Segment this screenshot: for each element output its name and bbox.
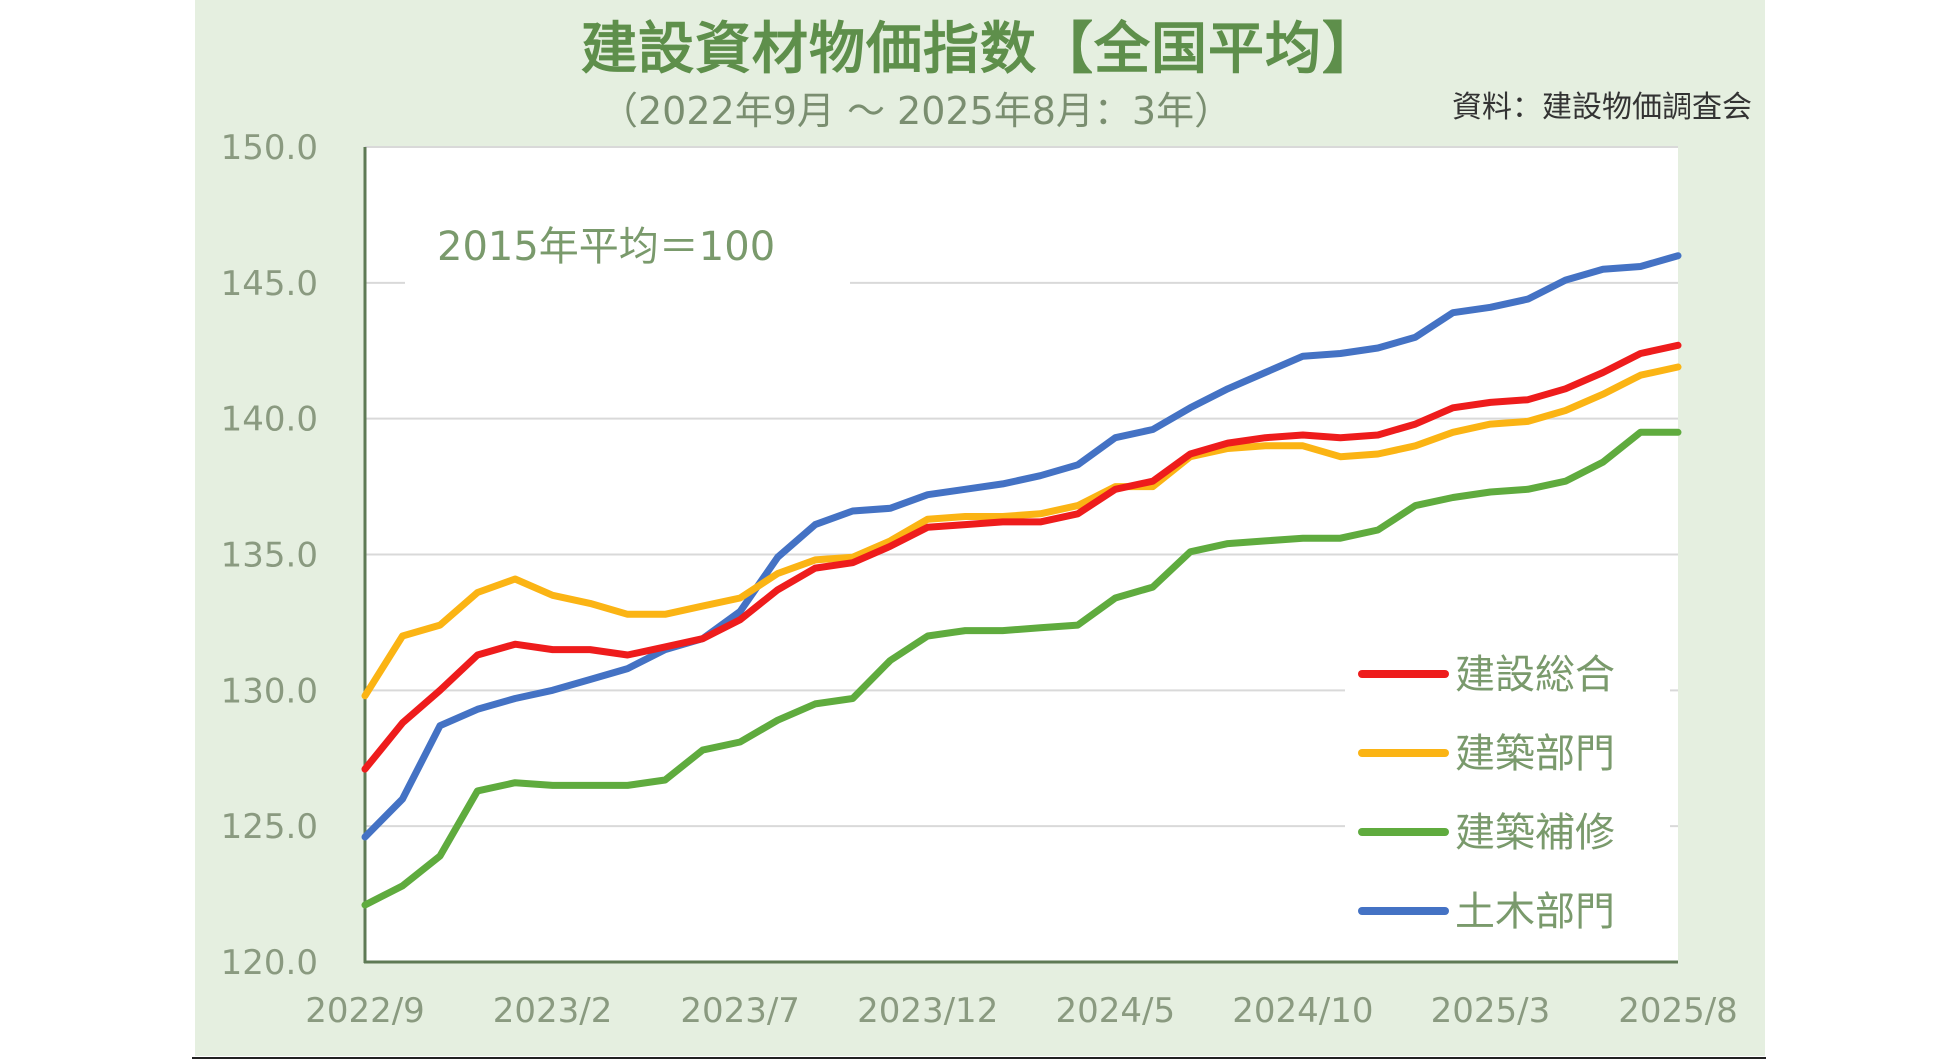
- chart-subtitle: （2022年9月 〜 2025年8月：3年）: [600, 89, 1233, 133]
- y-tick-label: 150.0: [221, 128, 318, 168]
- y-tick-label: 135.0: [221, 536, 318, 576]
- source-note: 資料：建設物価調査会: [1452, 90, 1752, 125]
- series-line-3: [361, 252, 1682, 841]
- x-tick-label: 2022/9: [305, 991, 425, 1031]
- series-line-1: [361, 363, 1682, 700]
- y-tick-label: 130.0: [221, 671, 318, 711]
- x-tick-label: 2025/8: [1618, 991, 1738, 1031]
- legend-label: 建設総合: [1455, 652, 1615, 698]
- y-tick-label: 145.0: [221, 264, 318, 304]
- base-year-note: 2015年平均＝100: [437, 224, 775, 270]
- x-tick-label: 2023/7: [680, 991, 800, 1031]
- x-tick-label: 2023/2: [493, 991, 613, 1031]
- chart-title: 建設資材物価指数【全国平均】: [581, 17, 1379, 82]
- y-tick-label: 120.0: [221, 943, 318, 983]
- x-tick-label: 2024/10: [1232, 991, 1373, 1031]
- legend-label: 土木部門: [1455, 889, 1615, 935]
- bottom-rule: [192, 1057, 1766, 1059]
- y-tick-label: 125.0: [221, 807, 318, 847]
- legend-box: [1345, 640, 1670, 940]
- legend-label: 建築補修: [1455, 810, 1615, 856]
- x-tick-label: 2023/12: [857, 991, 998, 1031]
- series-line-0: [361, 341, 1682, 773]
- x-tick-label: 2024/5: [1055, 991, 1175, 1031]
- x-tick-label: 2025/3: [1431, 991, 1551, 1031]
- note-backdrop: [405, 205, 850, 285]
- legend-label: 建築部門: [1455, 731, 1615, 777]
- y-tick-label: 140.0: [221, 400, 318, 440]
- series-line-2: [361, 428, 1682, 909]
